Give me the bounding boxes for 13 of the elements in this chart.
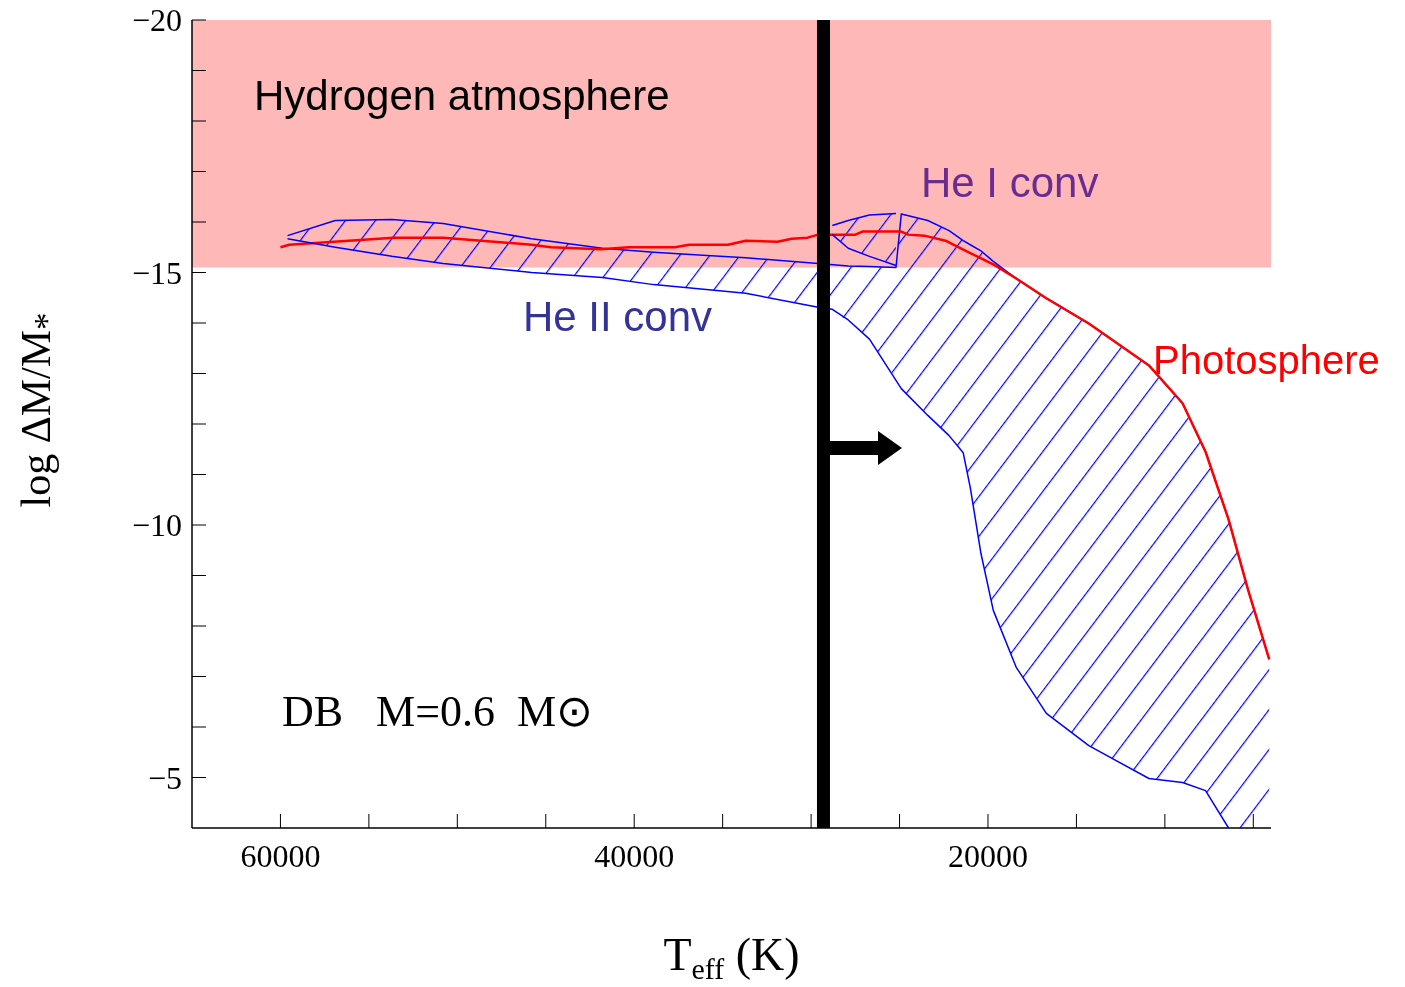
annotation: He II conv [523, 292, 713, 342]
x-tick-label: 20000 [947, 837, 1028, 874]
y-tick-label: −10 [131, 507, 182, 544]
y-tick-label: −20 [131, 2, 182, 39]
x-tick-label: 40000 [594, 837, 675, 874]
x-tick-label: 60000 [240, 837, 321, 874]
annotation: He I conv [921, 158, 1099, 208]
band-label: Hydrogen atmosphere [254, 72, 670, 119]
annotation: Photosphere [1153, 337, 1380, 384]
x-axis-title: T$_{eff}$ (K) [663, 929, 800, 985]
y-tick-label: −5 [147, 759, 182, 796]
y-tick-label: −15 [131, 254, 182, 291]
annotation: DB M=0.6 M⊙ [282, 686, 594, 738]
